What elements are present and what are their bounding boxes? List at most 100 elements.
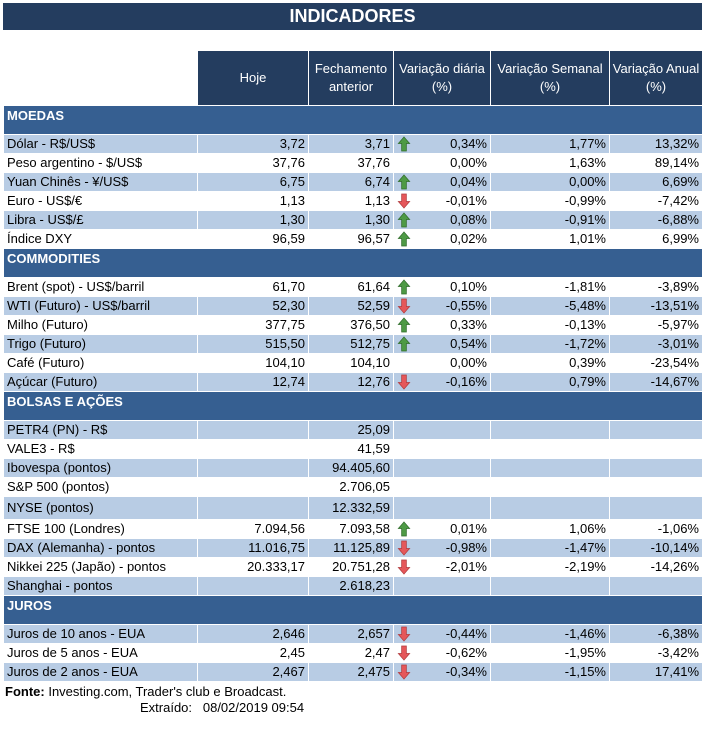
variacao-anual-value: 89,14%: [609, 153, 703, 173]
variacao-anual-value: -23,54%: [609, 353, 703, 373]
hoje-value: [197, 496, 309, 520]
row-label: WTI (Futuro) - US$/barril: [3, 296, 198, 316]
arrow-down-icon: [397, 645, 411, 661]
table-row: Nikkei 225 (Japão) - pontos 20.333,17 20…: [3, 557, 703, 577]
table-row: Café (Futuro) 104,10 104,10 0,00% 0,39% …: [3, 353, 703, 373]
hoje-value: 7.094,56: [197, 519, 309, 539]
section-header: MOEDAS: [3, 105, 703, 135]
variacao-diaria-value: -0,16%: [445, 374, 487, 389]
arrow-down-icon: [397, 559, 411, 575]
variacao-diaria-value: 0,08%: [450, 212, 487, 227]
hoje-value: [197, 576, 309, 596]
row-label: S&P 500 (pontos): [3, 477, 198, 497]
variacao-diaria: [393, 477, 491, 497]
hoje-value: 2,45: [197, 643, 309, 663]
variacao-diaria: 0,34%: [393, 134, 491, 154]
row-label: Shanghai - pontos: [3, 576, 198, 596]
table-row: PETR4 (PN) - R$ 25,09: [3, 420, 703, 440]
header-fechamento: Fechamento anterior: [308, 50, 394, 106]
variacao-semanal-value: 1,06%: [490, 519, 610, 539]
variacao-diaria-value: -0,01%: [445, 193, 487, 208]
table-row: Brent (spot) - US$/barril 61,70 61,64 0,…: [3, 277, 703, 297]
variacao-diaria: 0,08%: [393, 210, 491, 230]
variacao-semanal-value: -1,81%: [490, 277, 610, 297]
variacao-semanal-value: -2,19%: [490, 557, 610, 577]
variacao-diaria: [393, 439, 491, 459]
row-label: FTSE 100 (Londres): [3, 519, 198, 539]
table-row: Libra - US$/£ 1,30 1,30 0,08% -0,91% -6,…: [3, 210, 703, 230]
variacao-diaria: -0,62%: [393, 643, 491, 663]
extracted-timestamp: Extraído: 08/02/2019 09:54: [140, 700, 305, 715]
variacao-diaria-value: 0,10%: [450, 279, 487, 294]
hoje-value: 20.333,17: [197, 557, 309, 577]
fechamento-value: 94.405,60: [308, 458, 394, 478]
fechamento-value: 2,657: [308, 624, 394, 644]
variacao-diaria-value: 0,02%: [450, 231, 487, 246]
fechamento-value: 11.125,89: [308, 538, 394, 558]
variacao-diaria: -0,98%: [393, 538, 491, 558]
variacao-semanal-value: 1,77%: [490, 134, 610, 154]
row-label: Café (Futuro): [3, 353, 198, 373]
table-row: Ibovespa (pontos) 94.405,60: [3, 458, 703, 478]
variacao-anual-value: [609, 576, 703, 596]
fechamento-value: 7.093,58: [308, 519, 394, 539]
fechamento-value: 376,50: [308, 315, 394, 335]
variacao-anual-value: -3,89%: [609, 277, 703, 297]
table-row: S&P 500 (pontos) 2.706,05: [3, 477, 703, 497]
variacao-diaria: -2,01%: [393, 557, 491, 577]
arrow-down-icon: [397, 298, 411, 314]
fechamento-value: 2.706,05: [308, 477, 394, 497]
fechamento-value: 6,74: [308, 172, 394, 192]
fechamento-value: 61,64: [308, 277, 394, 297]
variacao-diaria-value: 0,33%: [450, 317, 487, 332]
section-header: COMMODITIES: [3, 248, 703, 278]
hoje-value: 2,467: [197, 662, 309, 682]
table-row: Trigo (Futuro) 515,50 512,75 0,54% -1,72…: [3, 334, 703, 354]
fechamento-value: 41,59: [308, 439, 394, 459]
variacao-diaria: 0,02%: [393, 229, 491, 249]
variacao-anual-value: [609, 458, 703, 478]
fechamento-value: 1,13: [308, 191, 394, 211]
variacao-diaria-value: 0,34%: [450, 136, 487, 151]
variacao-anual-value: 6,69%: [609, 172, 703, 192]
hoje-value: 2,646: [197, 624, 309, 644]
variacao-diaria: -0,01%: [393, 191, 491, 211]
variacao-anual-value: -6,38%: [609, 624, 703, 644]
section-title: JUROS: [3, 595, 703, 625]
variacao-diaria: 0,54%: [393, 334, 491, 354]
hoje-value: [197, 420, 309, 440]
fechamento-value: 2,475: [308, 662, 394, 682]
table-row: NYSE (pontos) 12.332,59: [3, 496, 703, 520]
arrow-down-icon: [397, 193, 411, 209]
arrow-up-icon: [397, 336, 411, 352]
table-row: Índice DXY 96,59 96,57 0,02% 1,01% 6,99%: [3, 229, 703, 249]
arrow-down-icon: [397, 540, 411, 556]
variacao-anual-value: [609, 477, 703, 497]
row-label: Euro - US$/€: [3, 191, 198, 211]
hoje-value: 104,10: [197, 353, 309, 373]
arrow-up-icon: [397, 174, 411, 190]
variacao-diaria: 0,04%: [393, 172, 491, 192]
row-label: Juros de 5 anos - EUA: [3, 643, 198, 663]
variacao-diaria: -0,44%: [393, 624, 491, 644]
fechamento-value: 2,47: [308, 643, 394, 663]
variacao-anual-value: 13,32%: [609, 134, 703, 154]
variacao-anual-value: [609, 439, 703, 459]
fechamento-value: 512,75: [308, 334, 394, 354]
table-row: Juros de 10 anos - EUA 2,646 2,657 -0,44…: [3, 624, 703, 644]
table-row: VALE3 - R$ 41,59: [3, 439, 703, 459]
variacao-anual-value: [609, 496, 703, 520]
hoje-value: 52,30: [197, 296, 309, 316]
variacao-diaria: [393, 576, 491, 596]
variacao-diaria: 0,00%: [393, 153, 491, 173]
footer: Fonte: Investing.com, Trader's club e Br…: [5, 684, 705, 716]
row-label: Peso argentino - $/US$: [3, 153, 198, 173]
fechamento-value: 1,30: [308, 210, 394, 230]
variacao-semanal-value: [490, 477, 610, 497]
source-note: Fonte: Investing.com, Trader's club e Br…: [5, 684, 705, 700]
variacao-semanal-value: -1,15%: [490, 662, 610, 682]
variacao-semanal-value: -1,46%: [490, 624, 610, 644]
variacao-semanal-value: [490, 420, 610, 440]
variacao-diaria-value: 0,54%: [450, 336, 487, 351]
variacao-anual-value: -14,67%: [609, 372, 703, 392]
